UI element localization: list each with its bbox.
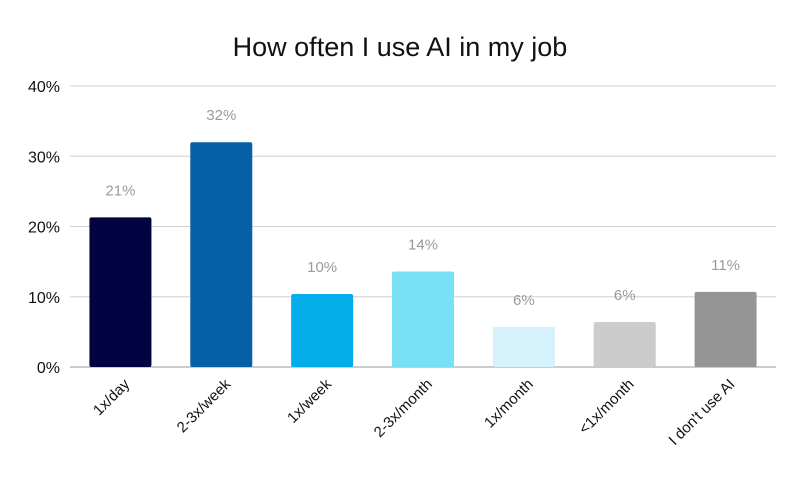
data-label: 6% [614,287,636,304]
x-tick-label: <1x/month [576,376,638,438]
x-axis-tick-labels: 1x/day 2-3x/week 1x/week 2-3x/month 1x/m… [90,375,738,448]
y-axis-tick-labels: 0% 10% 20% 30% 40% [28,79,60,377]
chart-title: How often I use AI in my job [233,32,568,62]
data-label: 6% [513,292,535,309]
data-label: 14% [408,236,438,253]
bar [392,271,454,367]
data-label: 21% [105,182,135,199]
y-tick-label: 20% [28,220,60,237]
y-tick-label: 10% [28,290,60,307]
bar [89,217,152,367]
gridlines [70,85,776,368]
x-tick-label: I don't use AI [665,376,738,449]
data-label: 32% [206,107,236,124]
y-tick-label: 30% [28,149,60,166]
x-tick-label: 1x/week [284,375,335,426]
bar [593,322,656,367]
bar [190,142,253,367]
x-tick-label: 2-3x/month [371,376,436,441]
bar [291,293,354,367]
x-tick-label: 1x/day [90,375,134,419]
bar [492,326,555,367]
y-tick-label: 0% [37,360,60,377]
data-labels: 21% 32% 10% 14% 6% 6% 11% [105,107,740,309]
x-tick-label: 2-3x/week [174,375,235,436]
data-label: 11% [711,257,740,274]
x-tick-label: 1x/month [481,376,537,432]
bar [694,291,757,367]
bars [89,142,757,367]
y-tick-label: 40% [28,79,60,96]
data-label: 10% [307,259,337,276]
